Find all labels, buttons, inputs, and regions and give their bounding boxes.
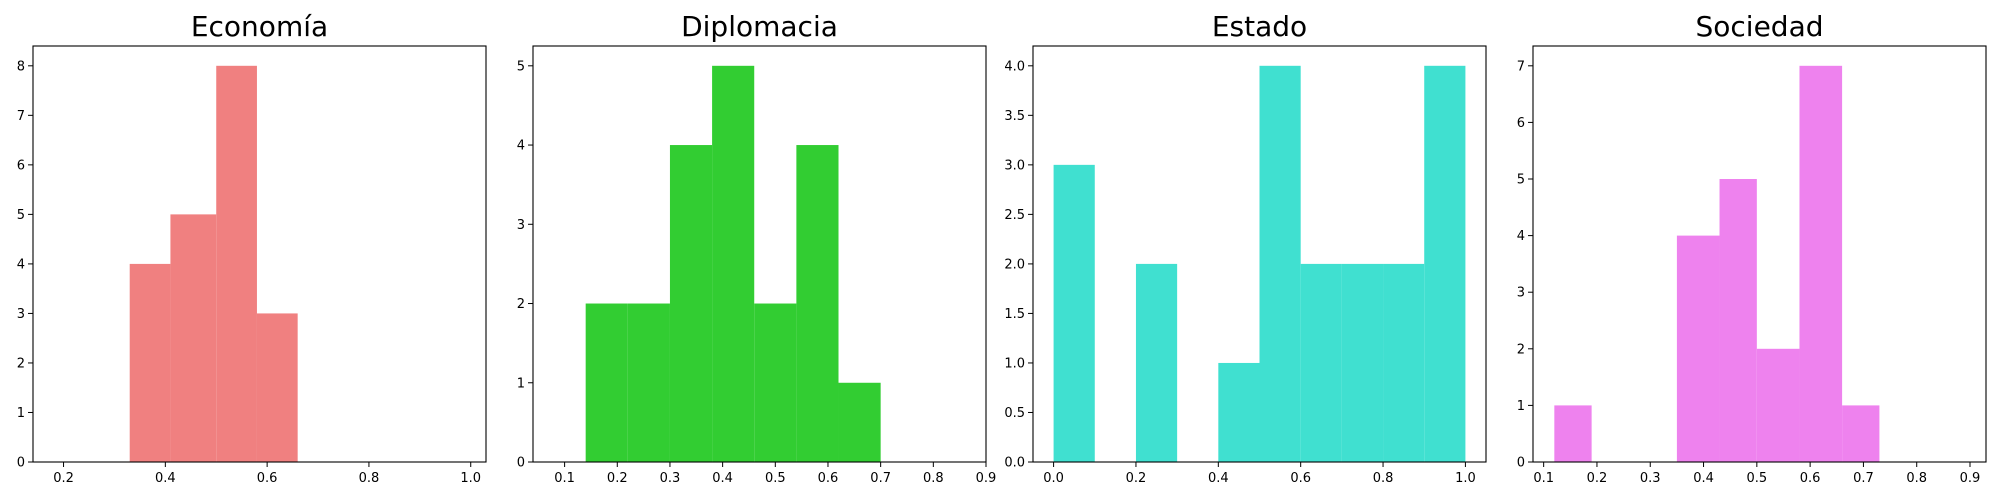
x-tick-label: 0.7 bbox=[1853, 471, 1874, 486]
y-tick-label: 3 bbox=[17, 307, 25, 322]
y-tick-label: 2.0 bbox=[1004, 257, 1025, 272]
x-tick-label: 0.6 bbox=[1800, 471, 1821, 486]
x-tick-label: 0.9 bbox=[976, 471, 997, 486]
y-tick-label: 5 bbox=[517, 59, 525, 74]
x-tick-label: 1.0 bbox=[1455, 471, 1476, 486]
histogram-bar bbox=[1383, 263, 1425, 462]
x-tick-label: 1.0 bbox=[460, 471, 481, 486]
x-tick-label: 0.4 bbox=[1208, 471, 1229, 486]
histogram-bar bbox=[1842, 405, 1880, 462]
chart-title: Diplomacia bbox=[681, 10, 838, 43]
x-tick-label: 0.3 bbox=[1640, 471, 1661, 486]
x-tick-label: 0.4 bbox=[155, 471, 176, 486]
x-tick-label: 0.6 bbox=[818, 471, 839, 486]
y-tick-label: 3 bbox=[517, 218, 525, 233]
histogram-bar bbox=[669, 145, 713, 463]
x-tick-label: 0.4 bbox=[712, 471, 733, 486]
x-tick-label: 0.8 bbox=[1373, 471, 1394, 486]
y-tick-label: 3 bbox=[1517, 286, 1525, 301]
x-tick-label: 0.8 bbox=[359, 471, 380, 486]
x-tick-label: 0.8 bbox=[1906, 471, 1927, 486]
chart-panel-2: 0.1 0.2 0.3 0.4 0.5 0.6 0.7 0.8 0.9 0 1 2 3 4 5 Diploma… bbox=[517, 10, 997, 486]
histogram-bar bbox=[796, 145, 839, 463]
histogram-bar bbox=[1756, 348, 1800, 462]
chart-title: Economía bbox=[191, 10, 328, 43]
y-tick-label: 5 bbox=[1517, 173, 1525, 188]
histogram-bar bbox=[1676, 235, 1720, 462]
y-tick-label: 4 bbox=[1517, 229, 1525, 244]
y-tick-label: 7 bbox=[1517, 59, 1525, 74]
x-tick-label: 0.8 bbox=[923, 471, 944, 486]
histogram-bar bbox=[1053, 164, 1095, 462]
chart-panel-4: 0.1 0.2 0.3 0.4 0.5 0.6 0.7 0.8 0.9 0 1 2 3 4 5 6 7 Socie… bbox=[1517, 10, 1987, 486]
y-tick-label: 3.0 bbox=[1004, 158, 1025, 173]
y-tick-label: 0 bbox=[517, 456, 525, 471]
chart-panel-3: 0.0 0.2 0.4 0.6 0.8 1.0 0.0 0.5 1.0 1.5 2.0 2.5 3.0 3… bbox=[1004, 10, 1487, 486]
y-tick-label: 6 bbox=[17, 158, 25, 173]
x-tick-label: 0.0 bbox=[1043, 471, 1064, 486]
histogram-bar bbox=[1719, 179, 1757, 462]
histogram-bar bbox=[129, 263, 171, 462]
axes-frame bbox=[532, 45, 987, 463]
histogram-bar bbox=[1218, 362, 1260, 462]
histogram-bar bbox=[216, 65, 257, 463]
axes-frame bbox=[1532, 45, 1987, 463]
histogram-bar bbox=[1300, 263, 1342, 462]
histogram-bar bbox=[1259, 65, 1301, 463]
histogram-bar bbox=[838, 382, 881, 462]
y-tick-label: 0 bbox=[1517, 456, 1525, 471]
histogram-bar bbox=[256, 313, 298, 462]
y-tick-label: 4 bbox=[17, 257, 25, 272]
x-tick-label: 0.2 bbox=[53, 471, 74, 486]
y-tick-label: 1.0 bbox=[1004, 356, 1025, 371]
x-tick-label: 0.2 bbox=[1587, 471, 1608, 486]
x-tick-label: 0.6 bbox=[257, 471, 278, 486]
chart-panel-1: 0.2 0.4 0.6 0.8 1.0 0 1 2 3 4 5 6 7 8 Economía bbox=[17, 10, 487, 486]
x-tick-label: 0.1 bbox=[1533, 471, 1554, 486]
x-tick-label: 0.5 bbox=[765, 471, 786, 486]
chart-title: Estado bbox=[1212, 10, 1307, 43]
x-tick-label: 0.2 bbox=[607, 471, 628, 486]
y-tick-label: 6 bbox=[1517, 116, 1525, 131]
y-tick-label: 0.5 bbox=[1004, 406, 1025, 421]
x-tick-label: 0.1 bbox=[554, 471, 575, 486]
x-tick-label: 0.2 bbox=[1126, 471, 1147, 486]
histogram-bar bbox=[1135, 263, 1178, 462]
x-tick-label: 0.7 bbox=[870, 471, 891, 486]
y-tick-label: 2.5 bbox=[1004, 208, 1025, 223]
y-tick-label: 2 bbox=[17, 356, 25, 371]
x-tick-label: 0.5 bbox=[1746, 471, 1767, 486]
axes-frame bbox=[1032, 45, 1487, 463]
histogram-bar bbox=[1799, 65, 1843, 463]
axes-frame bbox=[32, 45, 487, 463]
x-tick-label: 0.6 bbox=[1290, 471, 1311, 486]
y-tick-label: 1 bbox=[17, 406, 25, 421]
y-tick-label: 4 bbox=[517, 139, 525, 154]
histogram-bar bbox=[754, 303, 797, 462]
y-tick-label: 1.5 bbox=[1004, 307, 1025, 322]
y-tick-label: 4.0 bbox=[1004, 59, 1025, 74]
y-tick-label: 3.5 bbox=[1004, 109, 1025, 124]
y-tick-label: 2 bbox=[1517, 342, 1525, 357]
x-tick-label: 0.9 bbox=[1960, 471, 1981, 486]
y-tick-label: 2 bbox=[517, 297, 525, 312]
histogram-bar bbox=[170, 214, 217, 462]
y-tick-label: 8 bbox=[17, 59, 25, 74]
chart-title: Sociedad bbox=[1695, 10, 1823, 43]
histogram-bar bbox=[1424, 65, 1466, 463]
histogram-bar bbox=[585, 303, 628, 462]
y-tick-label: 1 bbox=[517, 376, 525, 391]
histogram-bar bbox=[627, 303, 670, 462]
x-tick-label: 0.4 bbox=[1693, 471, 1714, 486]
y-tick-label: 0 bbox=[17, 456, 25, 471]
y-tick-label: 5 bbox=[17, 208, 25, 223]
y-tick-label: 7 bbox=[17, 109, 25, 124]
y-tick-label: 0.0 bbox=[1004, 456, 1025, 471]
histogram-bar bbox=[712, 65, 755, 463]
x-tick-label: 0.3 bbox=[660, 471, 681, 486]
histogram-bar bbox=[1554, 405, 1592, 462]
y-tick-label: 1 bbox=[1517, 399, 1525, 414]
histogram-bar bbox=[1341, 263, 1384, 462]
